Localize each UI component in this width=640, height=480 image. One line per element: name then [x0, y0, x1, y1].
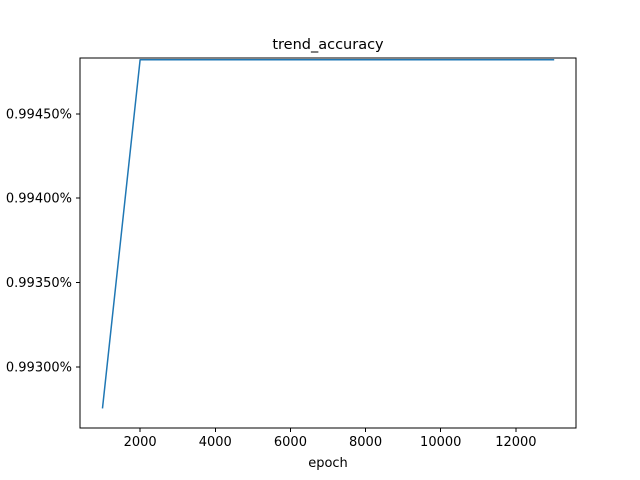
y-tick-label: 0.99350% — [6, 276, 72, 291]
x-tick-label: 8000 — [349, 435, 382, 450]
y-tick-label: 0.99300% — [6, 361, 72, 376]
y-tick-label: 0.99400% — [6, 192, 72, 207]
chart-title: trend_accuracy — [272, 37, 384, 53]
series-line-0 — [101, 58, 555, 409]
x-axis-label: epoch — [308, 456, 348, 471]
axes-frame — [79, 57, 577, 429]
x-tick-label: 4000 — [199, 435, 232, 450]
x-tick-label: 2000 — [124, 435, 157, 450]
x-tick-label: 10000 — [420, 435, 461, 450]
y-axis: 0.99300% 0.99350% 0.99400% 0.99450% — [6, 107, 80, 376]
y-tick-label: 0.99450% — [6, 107, 72, 122]
x-axis: 2000 4000 6000 8000 10000 12000 — [124, 428, 537, 450]
x-tick-label: 12000 — [495, 435, 536, 450]
plot-area — [101, 58, 555, 409]
x-tick-label: 6000 — [274, 435, 307, 450]
